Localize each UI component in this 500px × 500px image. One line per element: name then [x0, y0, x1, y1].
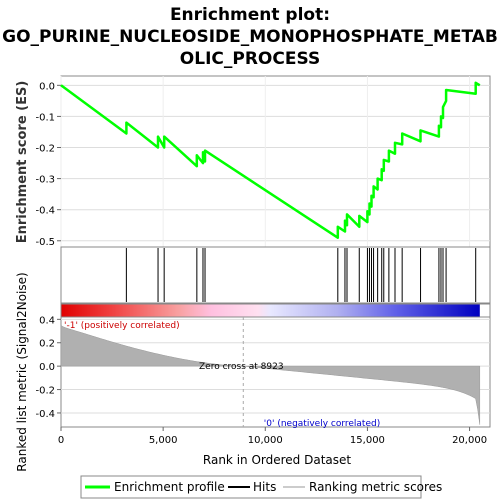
es-y-tick-label: -0.4 [35, 206, 55, 217]
rank-x-tick-label: 20,000 [452, 435, 487, 446]
rank-x-tick-label: 10,000 [248, 435, 283, 446]
rank-y-tick-label: -0.4 [35, 409, 55, 420]
rank-y-axis-label: Ranked list metric (Signal2Noise) [15, 272, 29, 471]
es-y-tick-label: -0.3 [35, 175, 55, 186]
es-y-ticks: 0.0 -0.1 -0.2 -0.3 -0.4 -0.5 [35, 81, 61, 248]
ranking-metric-panel: 0.4 0.2 0.0 -0.2 -0.4 0 5,000 10,000 15,000 20,0… [15, 272, 491, 472]
rank-color-bar [60, 303, 491, 318]
rank-y-tick-label: 0.2 [39, 339, 55, 350]
es-panel: 0.0 -0.1 -0.2 -0.3 -0.4 -0.5 Enrichment score… [15, 75, 491, 248]
legend-label-hits: Hits [253, 480, 276, 494]
chart-title-line-2: GO_PURINE_NUCLEOSIDE_MONOPHOSPHATE_METAB [2, 27, 498, 47]
legend-label-ranking-metric-scores: Ranking metric scores [309, 480, 442, 494]
rank-color-bar-fill [61, 304, 480, 317]
rank-x-tick-label: 5,000 [149, 435, 178, 446]
positive-correlation-label: '-1' (positively correlated) [64, 321, 180, 331]
hit-marks [125, 248, 477, 302]
legend-frame [80, 475, 422, 499]
rank-y-tick-label: 0.0 [39, 362, 55, 373]
es-y-tick-label: -0.2 [35, 144, 55, 155]
rank-y-ticks: 0.4 0.2 0.0 -0.2 -0.4 [35, 315, 61, 420]
es-gridlines [60, 76, 490, 247]
es-y-tick-label: -0.5 [35, 237, 55, 248]
es-y-tick-label: 0.0 [39, 81, 55, 92]
rank-x-axis-label: Rank in Ordered Dataset [203, 453, 351, 467]
hits-panel [60, 246, 491, 304]
hits-panel-frame [60, 246, 491, 304]
legend: Enrichment profile Hits Ranking metric s… [80, 475, 442, 499]
rank-y-tick-label: 0.4 [39, 315, 55, 326]
es-enrichment-profile-line [60, 81, 481, 239]
ranking-metric-area [60, 325, 481, 425]
chart-title-line-1: Enrichment plot: [170, 5, 330, 25]
es-y-tick-label: -0.1 [35, 112, 55, 123]
rank-x-tick-label: 15,000 [350, 435, 385, 446]
chart-title-line-3: OLIC_PROCESS [180, 49, 320, 69]
zero-cross-label: Zero cross at 8923 [199, 362, 284, 372]
es-y-axis-label: Enrichment score (ES) [15, 81, 30, 244]
legend-label-enrichment-profile: Enrichment profile [114, 480, 225, 494]
rank-x-tick-label: 0 [58, 435, 64, 446]
rank-x-ticks: 0 5,000 10,000 15,000 20,000 [58, 427, 487, 446]
negative-correlation-label: '0' (negatively correlated) [264, 419, 380, 429]
es-panel-frame [60, 75, 491, 248]
rank-y-tick-label: -0.2 [35, 386, 55, 397]
